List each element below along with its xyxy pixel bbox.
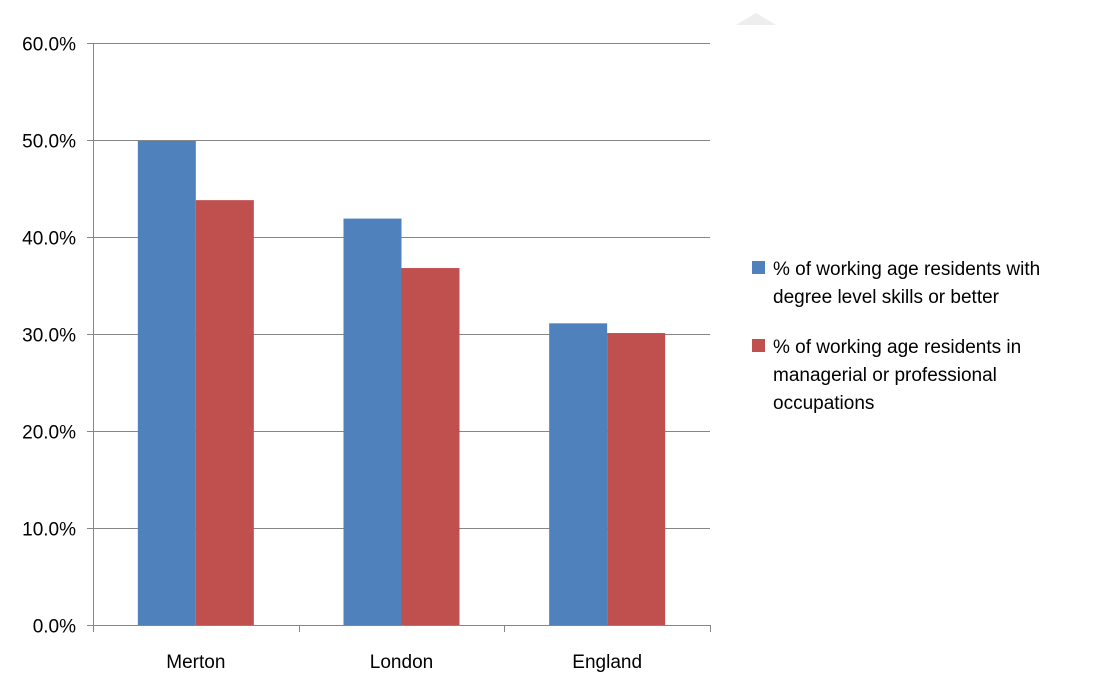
legend-item-series-2: % of working age residents in managerial… xyxy=(752,334,1112,418)
legend: % of working age residents with degree l… xyxy=(752,256,1112,440)
bar-merton-series-1 xyxy=(137,140,196,625)
legend-item-series-1: % of working age residents with degree l… xyxy=(752,256,1112,312)
bar-england-series-2 xyxy=(607,333,666,625)
bars xyxy=(137,140,666,625)
y-tick-label: 10.0% xyxy=(22,520,76,541)
y-tick-label: 20.0% xyxy=(22,423,76,444)
legend-label-series-1: % of working age residents with degree l… xyxy=(773,259,1041,308)
bar-london-series-2 xyxy=(401,268,460,625)
x-category-label: Merton xyxy=(166,652,225,673)
x-category-label: England xyxy=(572,652,642,673)
bar-england-series-1 xyxy=(549,323,608,625)
y-tick-label: 30.0% xyxy=(22,326,76,347)
axes xyxy=(87,43,711,632)
axis-labels: 0.0% 10.0% 20.0% 30.0% 40.0% 50.0% 60.0% Merton… xyxy=(22,35,642,674)
x-category-label: London xyxy=(370,652,433,673)
legend-swatch-red xyxy=(752,339,765,352)
y-tick-label: 40.0% xyxy=(22,229,76,250)
y-tick-label: 0.0% xyxy=(33,617,76,638)
y-tick-label: 60.0% xyxy=(22,35,76,56)
legend-label-series-2: % of working age residents in managerial… xyxy=(773,337,1022,414)
corner-triangle-icon xyxy=(736,13,776,25)
bar-merton-series-2 xyxy=(195,200,254,625)
legend-swatch-blue xyxy=(752,261,765,274)
bar-london-series-1 xyxy=(343,218,402,625)
y-tick-label: 50.0% xyxy=(22,132,76,153)
